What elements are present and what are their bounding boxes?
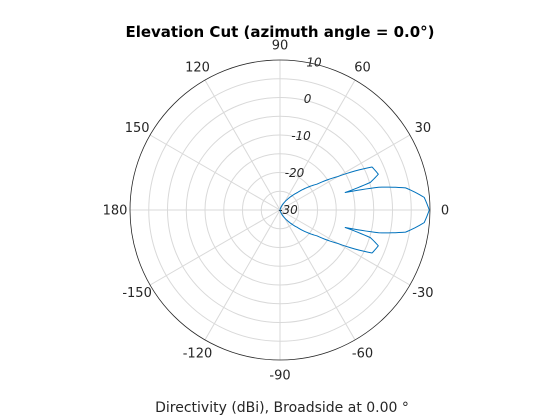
angle-tick-label: 180 [103,204,128,219]
polar-grid [129,59,431,361]
radius-gridline [185,115,375,305]
angle-tick-label: 120 [185,61,210,76]
series-group [279,166,430,254]
angle-tick-label: 90 [272,39,289,54]
radius-gridline [204,134,356,286]
radius-gridline [148,78,412,342]
chart-title: Elevation Cut (azimuth angle = 0.0°) [125,23,434,41]
angle-tick-label: 60 [354,61,371,76]
outer-ring [129,59,431,361]
radius-tick-label: -30 [278,203,298,217]
angle-tick-labels: 0 30 60 90 120 150 180 -150 -120 -90 -60 -30 [103,39,450,384]
angle-tick-label: 30 [415,121,432,136]
radius-tick-labels: -30 -20 -10 0 10 [278,55,322,217]
angle-tick-label: -30 [412,286,433,301]
radius-gridline [167,97,393,323]
radius-tick-label: 0 [304,92,312,106]
radius-gridline [260,190,300,230]
radius-tick-label: -20 [285,166,305,180]
angle-tick-label: 0 [441,204,449,219]
series-line-0 [279,166,430,254]
radius-tick-label: 10 [306,55,322,69]
angle-tick-label: -150 [122,286,152,301]
angle-tick-label: -120 [183,346,213,361]
angle-tick-label: 150 [125,121,150,136]
x-axis-label: Directivity (dBi), Broadside at 0.00 ° [155,400,409,416]
radius-gridline [242,172,318,248]
radius-gridline [223,153,337,267]
radius-tick-label: -10 [291,129,311,143]
angle-tick-label: -60 [352,346,373,361]
angle-tick-label: -90 [269,369,290,384]
